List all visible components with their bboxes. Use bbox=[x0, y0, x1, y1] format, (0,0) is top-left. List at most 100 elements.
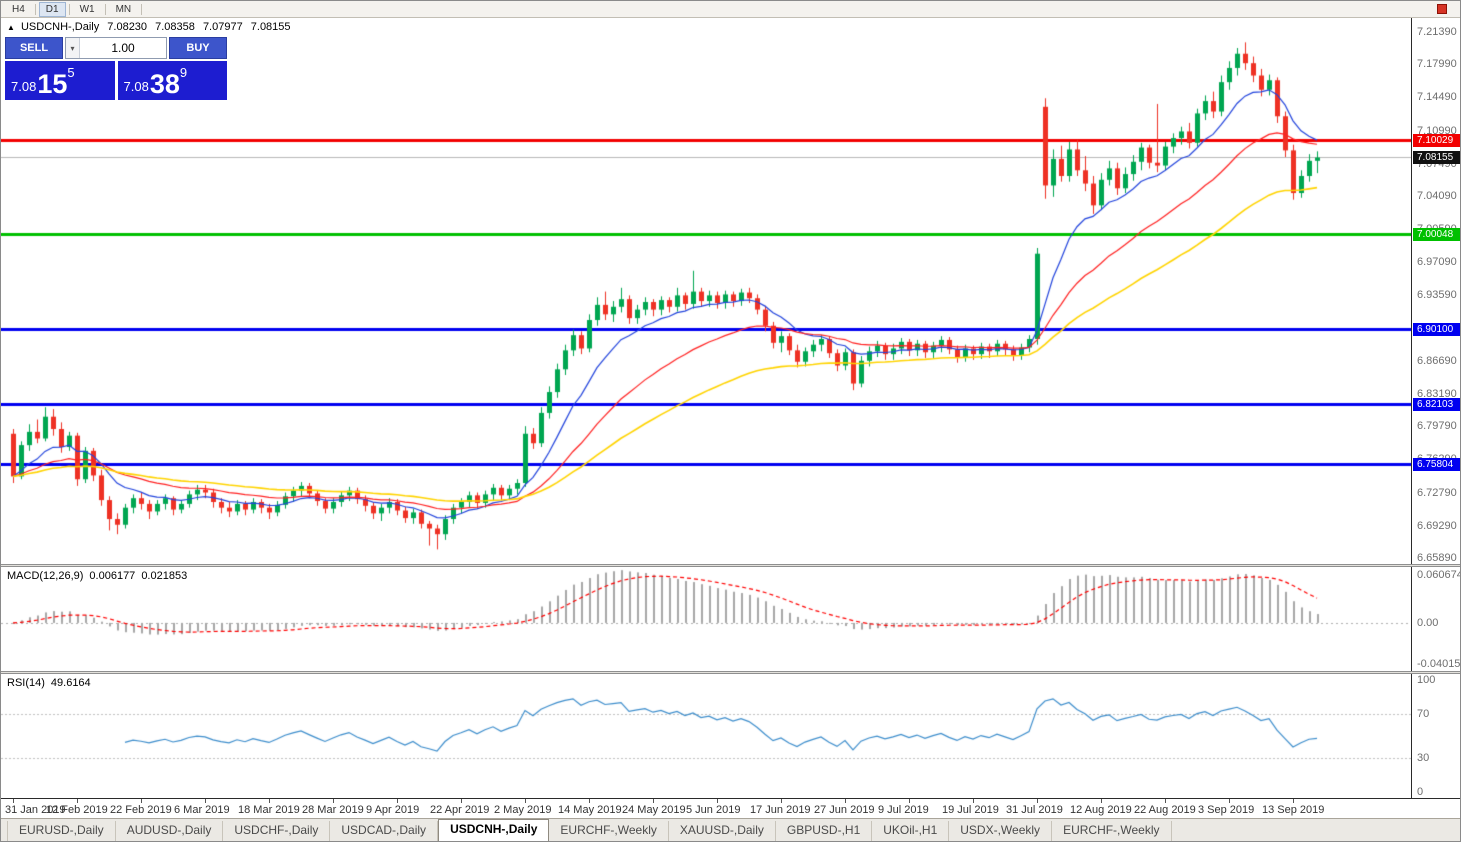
time-axis-label: 22 Aug 2019 bbox=[1134, 804, 1196, 816]
time-axis-label: 12 Aug 2019 bbox=[1070, 804, 1132, 816]
symbol-period-label: USDCNH-,Daily bbox=[20, 21, 100, 33]
pane-splitter[interactable] bbox=[1, 671, 1460, 674]
price-scale-label: 6.83190 bbox=[1417, 388, 1457, 401]
price-scale-label: 6.97090 bbox=[1417, 256, 1457, 269]
time-axis-tick bbox=[77, 799, 78, 803]
time-axis-label: 6 Mar 2019 bbox=[174, 804, 230, 816]
price-scale-label: 6.69290 bbox=[1417, 519, 1457, 532]
time-axis-tick bbox=[1293, 799, 1294, 803]
tab-usdcad-daily[interactable]: USDCAD-,Daily bbox=[330, 821, 439, 841]
price-scale-label: 7.21390 bbox=[1417, 26, 1457, 39]
toolbar-separator bbox=[34, 3, 36, 15]
buy-price-big-digits: 38 bbox=[149, 69, 180, 99]
tab-eurusd-daily[interactable]: EURUSD-,Daily bbox=[7, 821, 116, 841]
sell-price-prefix: 7.08 bbox=[11, 79, 37, 94]
price-badge-level: 6.82103 bbox=[1413, 398, 1460, 411]
volume-spinner-icon[interactable]: ▾ bbox=[66, 38, 80, 58]
time-axis-tick bbox=[525, 799, 526, 803]
sell-price-big-digits: 15 bbox=[37, 69, 68, 99]
rsi-label: RSI(14) 49.6164 bbox=[7, 677, 97, 689]
macd-scale[interactable]: 0.060674 0.00 -0.040152 bbox=[1411, 567, 1461, 671]
time-axis-label: 9 Apr 2019 bbox=[366, 804, 420, 816]
quote-close: 7.08155 bbox=[250, 21, 291, 33]
time-axis-label: 22 Feb 2019 bbox=[110, 804, 172, 816]
volume-value: 1.00 bbox=[111, 41, 135, 55]
volume-field[interactable]: ▾ 1.00 bbox=[65, 37, 167, 59]
price-scale-label: 6.86690 bbox=[1417, 354, 1457, 367]
collapse-trade-panel-icon[interactable]: ▲ bbox=[7, 23, 15, 32]
time-axis-label: 9 Jul 2019 bbox=[878, 804, 929, 816]
time-axis-label: 31 Jan 2019 bbox=[5, 804, 66, 816]
time-axis-tick bbox=[461, 799, 462, 803]
time-axis-label: 3 Sep 2019 bbox=[1198, 804, 1255, 816]
time-axis-label: 12 Feb 2019 bbox=[46, 804, 108, 816]
time-axis-label: 17 Jun 2019 bbox=[750, 804, 811, 816]
price-scale-label: 7.14490 bbox=[1417, 91, 1457, 104]
price-badge-level: 7.00048 bbox=[1413, 228, 1460, 241]
toolbar-separator bbox=[141, 3, 143, 15]
price-scale-label: 6.79790 bbox=[1417, 420, 1457, 433]
price-scale-label: 7.10990 bbox=[1417, 124, 1457, 137]
buy-button[interactable]: BUY bbox=[169, 37, 227, 59]
candlestick-chart-canvas[interactable] bbox=[1, 18, 1411, 564]
time-axis-tick bbox=[1101, 799, 1102, 803]
time-axis-label: 18 Mar 2019 bbox=[238, 804, 300, 816]
time-axis-label: 27 Jun 2019 bbox=[814, 804, 875, 816]
time-axis-tick bbox=[909, 799, 910, 803]
rsi-chart-canvas[interactable] bbox=[1, 674, 1411, 798]
tab-usdx-weekly[interactable]: USDX-,Weekly bbox=[949, 821, 1053, 841]
time-axis-tick bbox=[205, 799, 206, 803]
macd-scale-label: -0.040152 bbox=[1417, 658, 1461, 670]
time-axis-label: 22 Apr 2019 bbox=[430, 804, 490, 816]
time-axis-label: 14 May 2019 bbox=[558, 804, 622, 816]
timeframe-d1[interactable]: D1 bbox=[38, 1, 66, 17]
timeframe-h4[interactable]: H4 bbox=[5, 2, 32, 17]
tab-eurchf-weekly[interactable]: EURCHF-,Weekly bbox=[1052, 821, 1172, 841]
time-axis-label: 19 Jul 2019 bbox=[942, 804, 999, 816]
quote-high: 7.08358 bbox=[155, 21, 195, 33]
timeframe-toolbar: H4 D1 W1 MN bbox=[1, 1, 1460, 18]
macd-chart-canvas[interactable] bbox=[1, 567, 1411, 671]
tab-xauusd-daily[interactable]: XAUUSD-,Daily bbox=[669, 821, 776, 841]
time-axis-label: 24 May 2019 bbox=[622, 804, 686, 816]
quote-low: 7.07977 bbox=[202, 21, 243, 33]
rsi-scale-label: 0 bbox=[1417, 786, 1424, 798]
price-scale-label: 7.04090 bbox=[1417, 189, 1457, 202]
time-axis-tick bbox=[1165, 799, 1166, 803]
rsi-value: 49.6164 bbox=[50, 677, 91, 689]
timeframe-mn[interactable]: MN bbox=[109, 2, 139, 17]
time-axis-label: 13 Sep 2019 bbox=[1262, 804, 1325, 816]
macd-label: MACD(12,26,9) 0.006177 0.021853 bbox=[7, 570, 193, 582]
time-scale[interactable]: 31 Jan 2019 12 Feb 2019 22 Feb 2019 6 Mar 2… bbox=[1, 798, 1460, 820]
pane-splitter[interactable] bbox=[1, 564, 1460, 567]
tab-audusd-daily[interactable]: AUDUSD-,Daily bbox=[116, 821, 224, 841]
ohlc-readout: ▲ USDCNH-,Daily 7.08230 7.08358 7.07977 … bbox=[7, 21, 296, 33]
chart-tabs-bar: EURUSD-,Daily AUDUSD-,Daily USDCHF-,Daily U… bbox=[1, 818, 1460, 841]
time-axis-tick bbox=[13, 799, 14, 803]
tab-usdcnh-daily[interactable]: USDCNH-,Daily bbox=[438, 819, 550, 841]
price-scale-label: 6.93590 bbox=[1417, 289, 1457, 302]
tab-ukoil-h1[interactable]: UKOil-,H1 bbox=[872, 821, 950, 841]
time-axis-tick bbox=[973, 799, 974, 803]
price-scale[interactable]: 7.213907.179907.144907.109907.074907.040… bbox=[1411, 18, 1460, 564]
tab-eurchf-weekly[interactable]: EURCHF-,Weekly bbox=[549, 821, 669, 841]
buy-price-pipette: 9 bbox=[179, 65, 188, 80]
sell-price-display[interactable]: 7.08 15 5 bbox=[5, 61, 115, 100]
sell-button[interactable]: SELL bbox=[5, 37, 63, 59]
chart-area: 7.213907.179907.144907.109907.074907.040… bbox=[1, 18, 1461, 820]
macd-pane: 0.060674 0.00 -0.040152 MACD(12,26,9) 0.006… bbox=[1, 567, 1461, 671]
alert-indicator-icon[interactable] bbox=[1437, 4, 1447, 14]
rsi-scale-label: 70 bbox=[1417, 707, 1430, 720]
time-axis-tick bbox=[333, 799, 334, 803]
tab-gbpusd-h1[interactable]: GBPUSD-,H1 bbox=[776, 821, 873, 841]
rsi-scale-label: 100 bbox=[1417, 674, 1436, 686]
time-axis-tick bbox=[1229, 799, 1230, 803]
rsi-scale[interactable]: 100 70 30 0 bbox=[1411, 674, 1460, 798]
price-badge-level: 7.10029 bbox=[1413, 134, 1460, 147]
rsi-title: RSI(14) bbox=[7, 677, 45, 689]
buy-price-display[interactable]: 7.08 38 9 bbox=[117, 61, 227, 100]
tab-usdchf-daily[interactable]: USDCHF-,Daily bbox=[223, 821, 331, 841]
timeframe-w1[interactable]: W1 bbox=[73, 2, 102, 17]
macd-value-main: 0.006177 bbox=[89, 570, 136, 582]
